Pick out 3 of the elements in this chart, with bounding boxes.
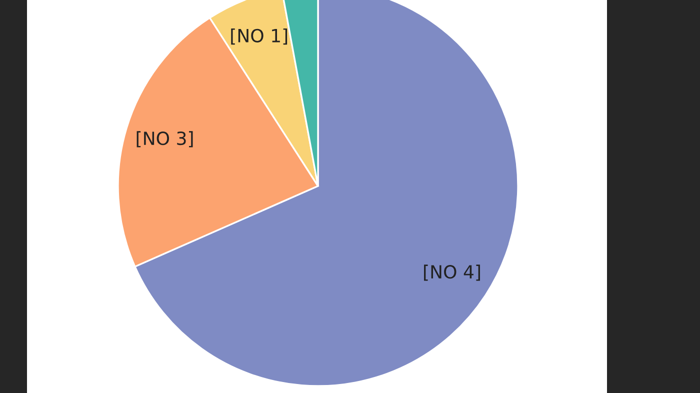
slice-label: [NO 4] [424, 264, 480, 281]
slice-label: [NO 3] [136, 131, 193, 148]
slice-label: [NO 1] [231, 28, 288, 45]
